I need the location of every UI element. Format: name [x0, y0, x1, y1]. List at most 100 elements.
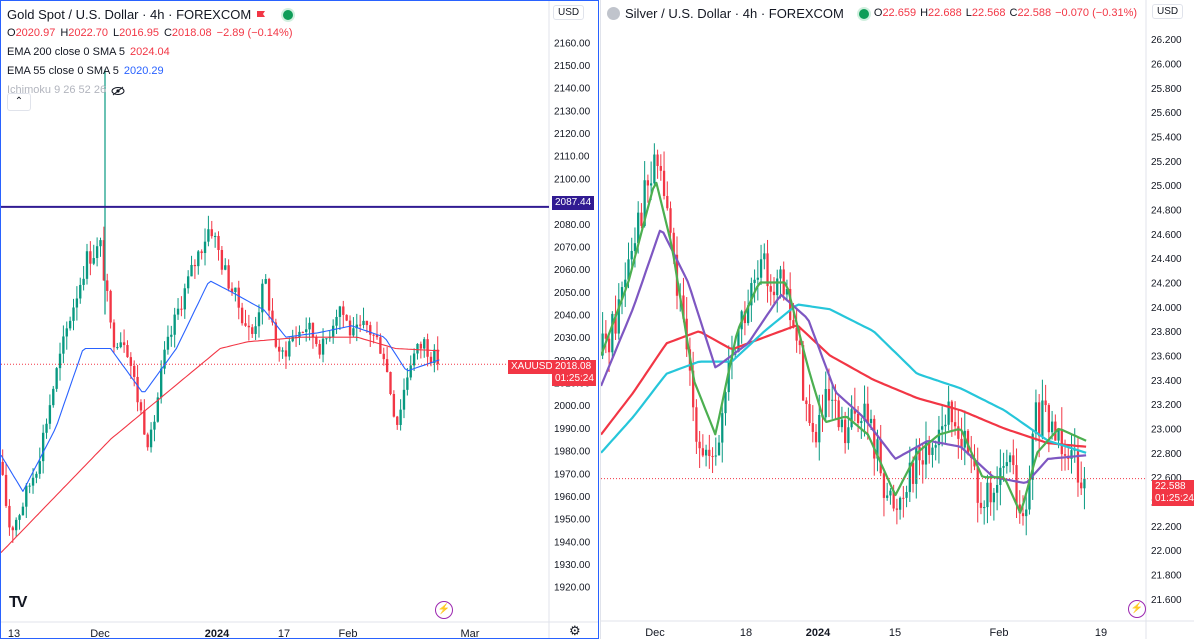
hline-price-tag[interactable]: 2087.44: [552, 196, 594, 210]
eye-hidden-icon[interactable]: [111, 86, 125, 96]
candle-body: [210, 229, 213, 237]
flag-icon[interactable]: [256, 10, 266, 20]
y-tick-label: 25.200: [1151, 157, 1182, 168]
candle-body: [853, 409, 856, 414]
silver-chart-pane[interactable]: 26.200 26.000 25.800 25.600 25.400 25.200 25.0…: [600, 0, 1194, 639]
candle-body: [808, 404, 811, 424]
candle-body: [11, 527, 14, 531]
candle-body: [779, 269, 782, 279]
candle-body: [743, 311, 747, 324]
candle-body: [860, 421, 863, 424]
candle-body: [298, 331, 301, 338]
lightning-icon[interactable]: ⚡: [435, 601, 453, 619]
y-tick-label: 24.200: [1151, 279, 1182, 290]
y-tick-label: 1960.00: [554, 492, 591, 503]
candle-body: [122, 342, 126, 346]
candle-body: [1063, 454, 1067, 456]
tradingview-logo[interactable]: TV: [9, 594, 28, 611]
indicator-ichimoku[interactable]: Ichimoku 9 26 52 26: [7, 81, 293, 100]
candle-body: [656, 154, 659, 167]
candle-body: [412, 353, 416, 366]
y-tick-label: 2110.00: [554, 152, 590, 163]
gold-chart-pane[interactable]: 2160.00 2150.00 2140.00 2130.00 2120.00 2110.…: [0, 0, 599, 639]
y-tick-label: 25.800: [1151, 84, 1182, 95]
candle-body: [905, 492, 908, 498]
candle-body: [153, 421, 156, 430]
gold-currency-button[interactable]: USD: [553, 5, 585, 20]
y-tick-label: 21.600: [1151, 595, 1182, 606]
candle-body: [146, 434, 149, 448]
y-tick-label: 2070.00: [554, 242, 591, 253]
candle-body: [714, 455, 717, 457]
candle-body: [747, 305, 750, 324]
silver-currency-button[interactable]: USD: [1152, 4, 1184, 19]
gold-symbol-title[interactable]: Gold Spot / U.S. Dollar · 4h · FOREXCOM: [7, 7, 252, 22]
candle-body: [65, 328, 68, 337]
candle-body: [102, 240, 106, 281]
gold-chart-canvas[interactable]: 2160.00 2150.00 2140.00 2130.00 2120.00 2110.…: [1, 1, 599, 639]
candle-body: [325, 338, 328, 340]
candle-body: [170, 334, 173, 337]
indicator-line: [601, 303, 1087, 454]
candle-body: [624, 279, 627, 288]
y-tick-label: 22.800: [1151, 449, 1182, 460]
indicator-ema55[interactable]: EMA 55 close 0 SMA 5 2020.29: [7, 62, 293, 81]
candle-body: [918, 446, 921, 461]
candle-body: [801, 345, 805, 401]
candle-body: [931, 447, 934, 455]
candle-body: [160, 368, 163, 398]
candle-body: [224, 265, 227, 270]
candle-body: [139, 402, 143, 411]
candle-body: [659, 166, 662, 171]
silver-chart-canvas[interactable]: 26.200 26.000 25.800 25.600 25.400 25.200 25.0…: [601, 0, 1194, 639]
settings-gear-icon[interactable]: ⚙: [569, 623, 581, 638]
candle-body: [811, 423, 814, 432]
candle-body: [643, 180, 646, 226]
candle-body: [369, 325, 372, 335]
silver-open: 22.659: [882, 7, 917, 19]
candle-body: [82, 278, 85, 285]
y-tick-label: 1920.00: [554, 583, 591, 594]
candle-body: [866, 403, 869, 424]
candle-body: [876, 439, 879, 459]
silver-change: −0.070 (−0.31%): [1055, 7, 1138, 19]
candle-body: [291, 336, 294, 342]
x-tick-label: 15: [889, 627, 901, 639]
ema200-value: 2024.04: [130, 46, 170, 58]
silver-icon: [607, 7, 620, 20]
candle-body: [129, 357, 133, 366]
candle-body: [237, 287, 240, 308]
x-tick-label: 19: [1095, 627, 1107, 639]
candle-body: [895, 508, 899, 510]
gold-legend: Gold Spot / U.S. Dollar · 4h · FOREXCOM …: [7, 5, 294, 100]
candle-body: [379, 337, 382, 354]
x-tick-label: 2024: [205, 628, 230, 639]
y-tick-label: 23.000: [1151, 425, 1182, 436]
candle-body: [116, 347, 119, 349]
candle-body: [844, 419, 847, 444]
candle-body: [213, 235, 217, 237]
indicator-ema200[interactable]: EMA 200 close 0 SMA 5 2024.04: [7, 43, 293, 62]
candle-body: [704, 449, 708, 456]
lightning-icon[interactable]: ⚡: [1128, 600, 1146, 618]
candle-body: [156, 397, 159, 422]
y-tick-label: 24.600: [1151, 230, 1182, 241]
candle-body: [392, 394, 396, 417]
collapse-legend-button[interactable]: ⌃: [7, 93, 31, 111]
candle-body: [143, 410, 146, 435]
silver-symbol-title[interactable]: Silver / U.S. Dollar · 4h · FOREXCOM: [625, 6, 844, 21]
candle-body: [973, 458, 976, 467]
candle-body: [1025, 509, 1028, 517]
y-tick-label: 23.200: [1151, 400, 1182, 411]
candle-body: [840, 419, 844, 428]
market-open-icon: [283, 9, 294, 20]
gold-change: −2.89 (−0.14%): [216, 27, 293, 39]
candle-body: [58, 353, 62, 369]
candle-body: [38, 461, 41, 474]
indicator-line: [1, 280, 440, 492]
candle-body: [385, 359, 389, 372]
candle-body: [737, 329, 740, 353]
candle-body: [365, 320, 369, 326]
candle-body: [85, 251, 89, 279]
candle-body: [133, 365, 136, 377]
